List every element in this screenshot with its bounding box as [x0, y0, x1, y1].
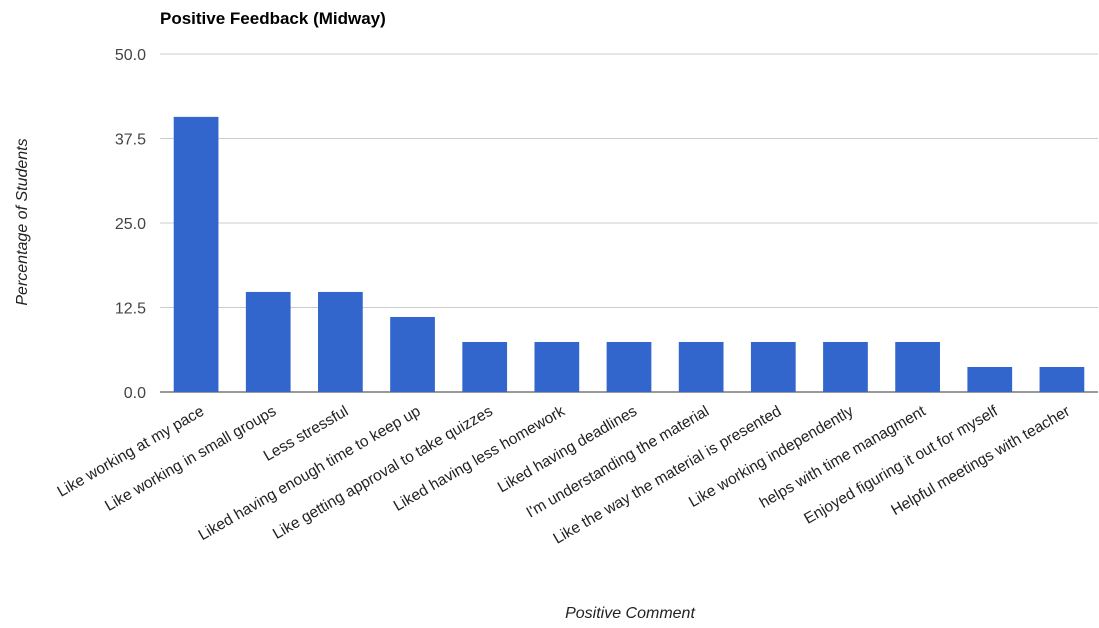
bar — [318, 291, 363, 392]
y-tick-label: 25.0 — [115, 216, 146, 233]
y-axis-title: Percentage of Students — [14, 138, 31, 305]
chart-title: Positive Feedback (Midway) — [160, 9, 386, 28]
bar — [606, 341, 652, 392]
bar — [678, 341, 724, 392]
bar — [534, 341, 580, 392]
y-tick-label: 50.0 — [115, 47, 146, 64]
bar — [390, 316, 435, 392]
bar — [462, 341, 508, 392]
y-tick-label: 12.5 — [115, 301, 146, 318]
bar — [967, 366, 1013, 392]
bar — [245, 291, 291, 392]
bar — [895, 341, 940, 392]
y-tick-label: 0.0 — [124, 385, 146, 402]
y-axis-tick-labels: 0.0 12.5 25.0 37.5 50.0 — [115, 47, 146, 402]
bar — [1039, 366, 1085, 392]
bars — [173, 116, 1085, 393]
y-tick-label: 37.5 — [115, 132, 146, 149]
bar — [823, 341, 868, 392]
bar — [173, 116, 219, 393]
bar — [750, 341, 796, 392]
x-axis-title: Positive Comment — [565, 605, 695, 622]
gridlines — [160, 53, 1098, 393]
